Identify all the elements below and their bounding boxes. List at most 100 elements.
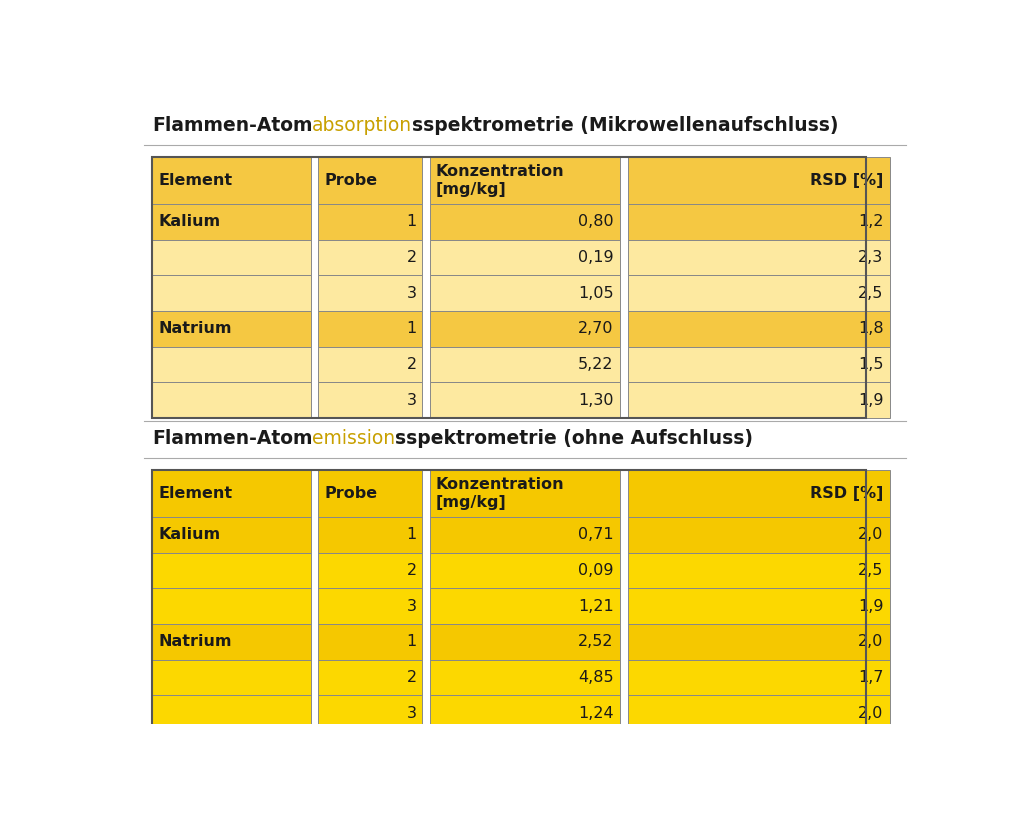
Text: absorption: absorption <box>312 116 413 135</box>
Bar <box>628 553 890 589</box>
Bar <box>628 470 890 517</box>
Bar <box>430 382 621 418</box>
Bar <box>628 204 890 240</box>
Text: 2,3: 2,3 <box>858 250 884 265</box>
Bar <box>318 276 422 311</box>
Text: 2,5: 2,5 <box>858 285 884 301</box>
Bar <box>430 659 621 695</box>
Text: emission: emission <box>312 429 395 448</box>
Text: 3: 3 <box>407 706 417 721</box>
Text: Element: Element <box>158 173 232 188</box>
Text: 2,0: 2,0 <box>858 706 884 721</box>
Bar <box>628 659 890 695</box>
Text: 2,0: 2,0 <box>858 634 884 650</box>
Text: 2: 2 <box>407 670 417 685</box>
Bar <box>152 276 310 311</box>
Bar <box>628 624 890 659</box>
Text: RSD [%]: RSD [%] <box>810 173 884 188</box>
Bar <box>430 695 621 731</box>
Text: sspektrometrie (Mikrowellenaufschluss): sspektrometrie (Mikrowellenaufschluss) <box>413 116 839 135</box>
Text: 3: 3 <box>407 285 417 301</box>
Bar <box>152 624 310 659</box>
Bar <box>628 311 890 346</box>
Bar <box>430 240 621 276</box>
Text: Konzentration
[mg/kg]: Konzentration [mg/kg] <box>436 477 564 510</box>
Bar <box>430 553 621 589</box>
Bar <box>430 346 621 382</box>
Bar <box>318 157 422 204</box>
Text: 1: 1 <box>407 215 417 229</box>
Bar <box>152 659 310 695</box>
Text: 1: 1 <box>407 321 417 337</box>
Bar <box>318 346 422 382</box>
Bar <box>152 382 310 418</box>
Bar <box>318 470 422 517</box>
Bar <box>628 589 890 624</box>
Bar <box>430 470 621 517</box>
Bar <box>318 240 422 276</box>
Text: 2: 2 <box>407 563 417 578</box>
Bar <box>430 589 621 624</box>
Text: Flammen-Atom: Flammen-Atom <box>152 116 312 135</box>
Bar <box>318 589 422 624</box>
Bar <box>152 470 866 731</box>
Text: 1,24: 1,24 <box>579 706 613 721</box>
Bar <box>628 276 890 311</box>
Bar <box>318 624 422 659</box>
Text: 0,71: 0,71 <box>579 528 613 542</box>
Text: 1,5: 1,5 <box>858 357 884 372</box>
Bar <box>430 517 621 553</box>
Bar <box>628 346 890 382</box>
Bar <box>152 240 310 276</box>
Bar <box>318 695 422 731</box>
Bar <box>430 624 621 659</box>
Text: 1,21: 1,21 <box>578 598 613 614</box>
Text: 1,8: 1,8 <box>858 321 884 337</box>
Text: 4,85: 4,85 <box>579 670 613 685</box>
Text: 2: 2 <box>407 250 417 265</box>
Bar <box>152 695 310 731</box>
Text: Kalium: Kalium <box>158 215 220 229</box>
Text: 1,9: 1,9 <box>858 598 884 614</box>
Text: 0,80: 0,80 <box>579 215 613 229</box>
Bar <box>318 382 422 418</box>
Bar <box>628 517 890 553</box>
Bar <box>318 659 422 695</box>
Text: 3: 3 <box>407 598 417 614</box>
Bar <box>318 553 422 589</box>
Text: 2,70: 2,70 <box>579 321 613 337</box>
Bar <box>430 311 621 346</box>
Text: 5,22: 5,22 <box>579 357 613 372</box>
Bar <box>430 276 621 311</box>
Text: 1: 1 <box>407 634 417 650</box>
Text: Konzentration
[mg/kg]: Konzentration [mg/kg] <box>436 164 564 197</box>
Text: 1,9: 1,9 <box>858 393 884 408</box>
Bar <box>430 157 621 204</box>
Text: Flammen-Atom: Flammen-Atom <box>152 429 312 448</box>
Bar <box>152 157 866 418</box>
Text: 2,5: 2,5 <box>858 563 884 578</box>
Text: RSD [%]: RSD [%] <box>810 486 884 501</box>
Bar <box>628 382 890 418</box>
Text: 1,30: 1,30 <box>579 393 613 408</box>
Bar <box>152 470 310 517</box>
Bar <box>628 695 890 731</box>
Text: 1,7: 1,7 <box>858 670 884 685</box>
Text: Probe: Probe <box>325 173 378 188</box>
Text: 1,2: 1,2 <box>858 215 884 229</box>
Text: 2,52: 2,52 <box>579 634 613 650</box>
Text: Natrium: Natrium <box>158 321 231 337</box>
Text: 0,19: 0,19 <box>579 250 613 265</box>
Bar <box>152 517 310 553</box>
Text: Element: Element <box>158 486 232 501</box>
Bar <box>430 204 621 240</box>
Bar <box>628 240 890 276</box>
Bar <box>318 204 422 240</box>
Bar <box>152 157 310 204</box>
Bar <box>318 311 422 346</box>
Bar <box>152 311 310 346</box>
Bar <box>152 589 310 624</box>
Text: 0,09: 0,09 <box>579 563 613 578</box>
Text: 1,05: 1,05 <box>579 285 613 301</box>
Text: 1: 1 <box>407 528 417 542</box>
